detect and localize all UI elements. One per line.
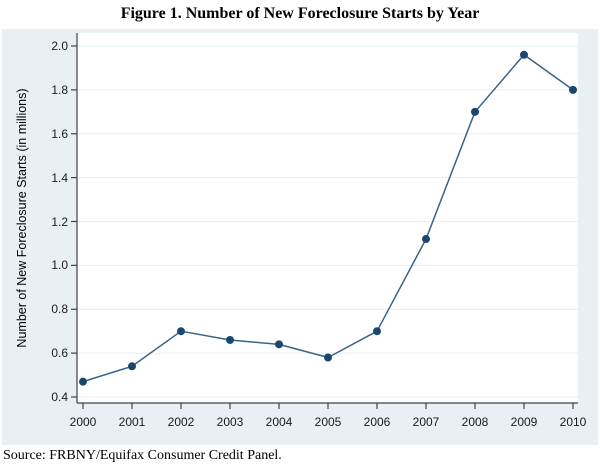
y-tick-label: 1.4 [51, 170, 68, 185]
data-point [79, 377, 87, 386]
data-point [275, 340, 283, 349]
data-point [422, 235, 430, 244]
x-tick-label: 2007 [412, 415, 440, 429]
y-tick-label: 1.8 [51, 82, 68, 97]
y-tick-label: 1.2 [51, 214, 68, 229]
x-tick-label: 2000 [69, 415, 97, 429]
y-tick-label: 0.6 [51, 346, 68, 361]
data-point [324, 353, 332, 362]
data-point [471, 107, 479, 116]
x-tick-label: 2004 [265, 415, 293, 429]
x-tick-label: 2003 [216, 415, 244, 429]
x-tick-label: 2001 [118, 415, 146, 429]
x-tick-label: 2010 [559, 415, 587, 429]
y-tick-label: 0.4 [51, 390, 68, 404]
chart-canvas [71, 33, 578, 409]
y-tick-label: 0.8 [51, 302, 68, 317]
data-point [226, 335, 234, 344]
x-tick-label: 2005 [314, 415, 342, 429]
x-tick-label: 2009 [510, 415, 538, 429]
x-tick-label: 2006 [363, 415, 391, 429]
y-tick-label: 1.6 [51, 126, 68, 141]
y-tick-label: 1.0 [51, 258, 68, 273]
x-tick-label: 2008 [461, 415, 489, 429]
data-point [569, 85, 577, 94]
data-point [373, 327, 381, 336]
data-point [177, 327, 185, 336]
chart-title: Figure 1. Number of New Foreclosure Star… [120, 5, 480, 22]
source-note: Source: FRBNY/Equifax Consumer Credit Pa… [3, 448, 282, 463]
data-point [520, 50, 528, 59]
chart-plot-region: Number of New Foreclosure Starts (in mil… [2, 29, 598, 445]
plot-background [77, 33, 578, 403]
data-point [128, 362, 136, 371]
x-tick-label: 2002 [167, 415, 195, 429]
y-tick-label: 2.0 [51, 39, 68, 53]
